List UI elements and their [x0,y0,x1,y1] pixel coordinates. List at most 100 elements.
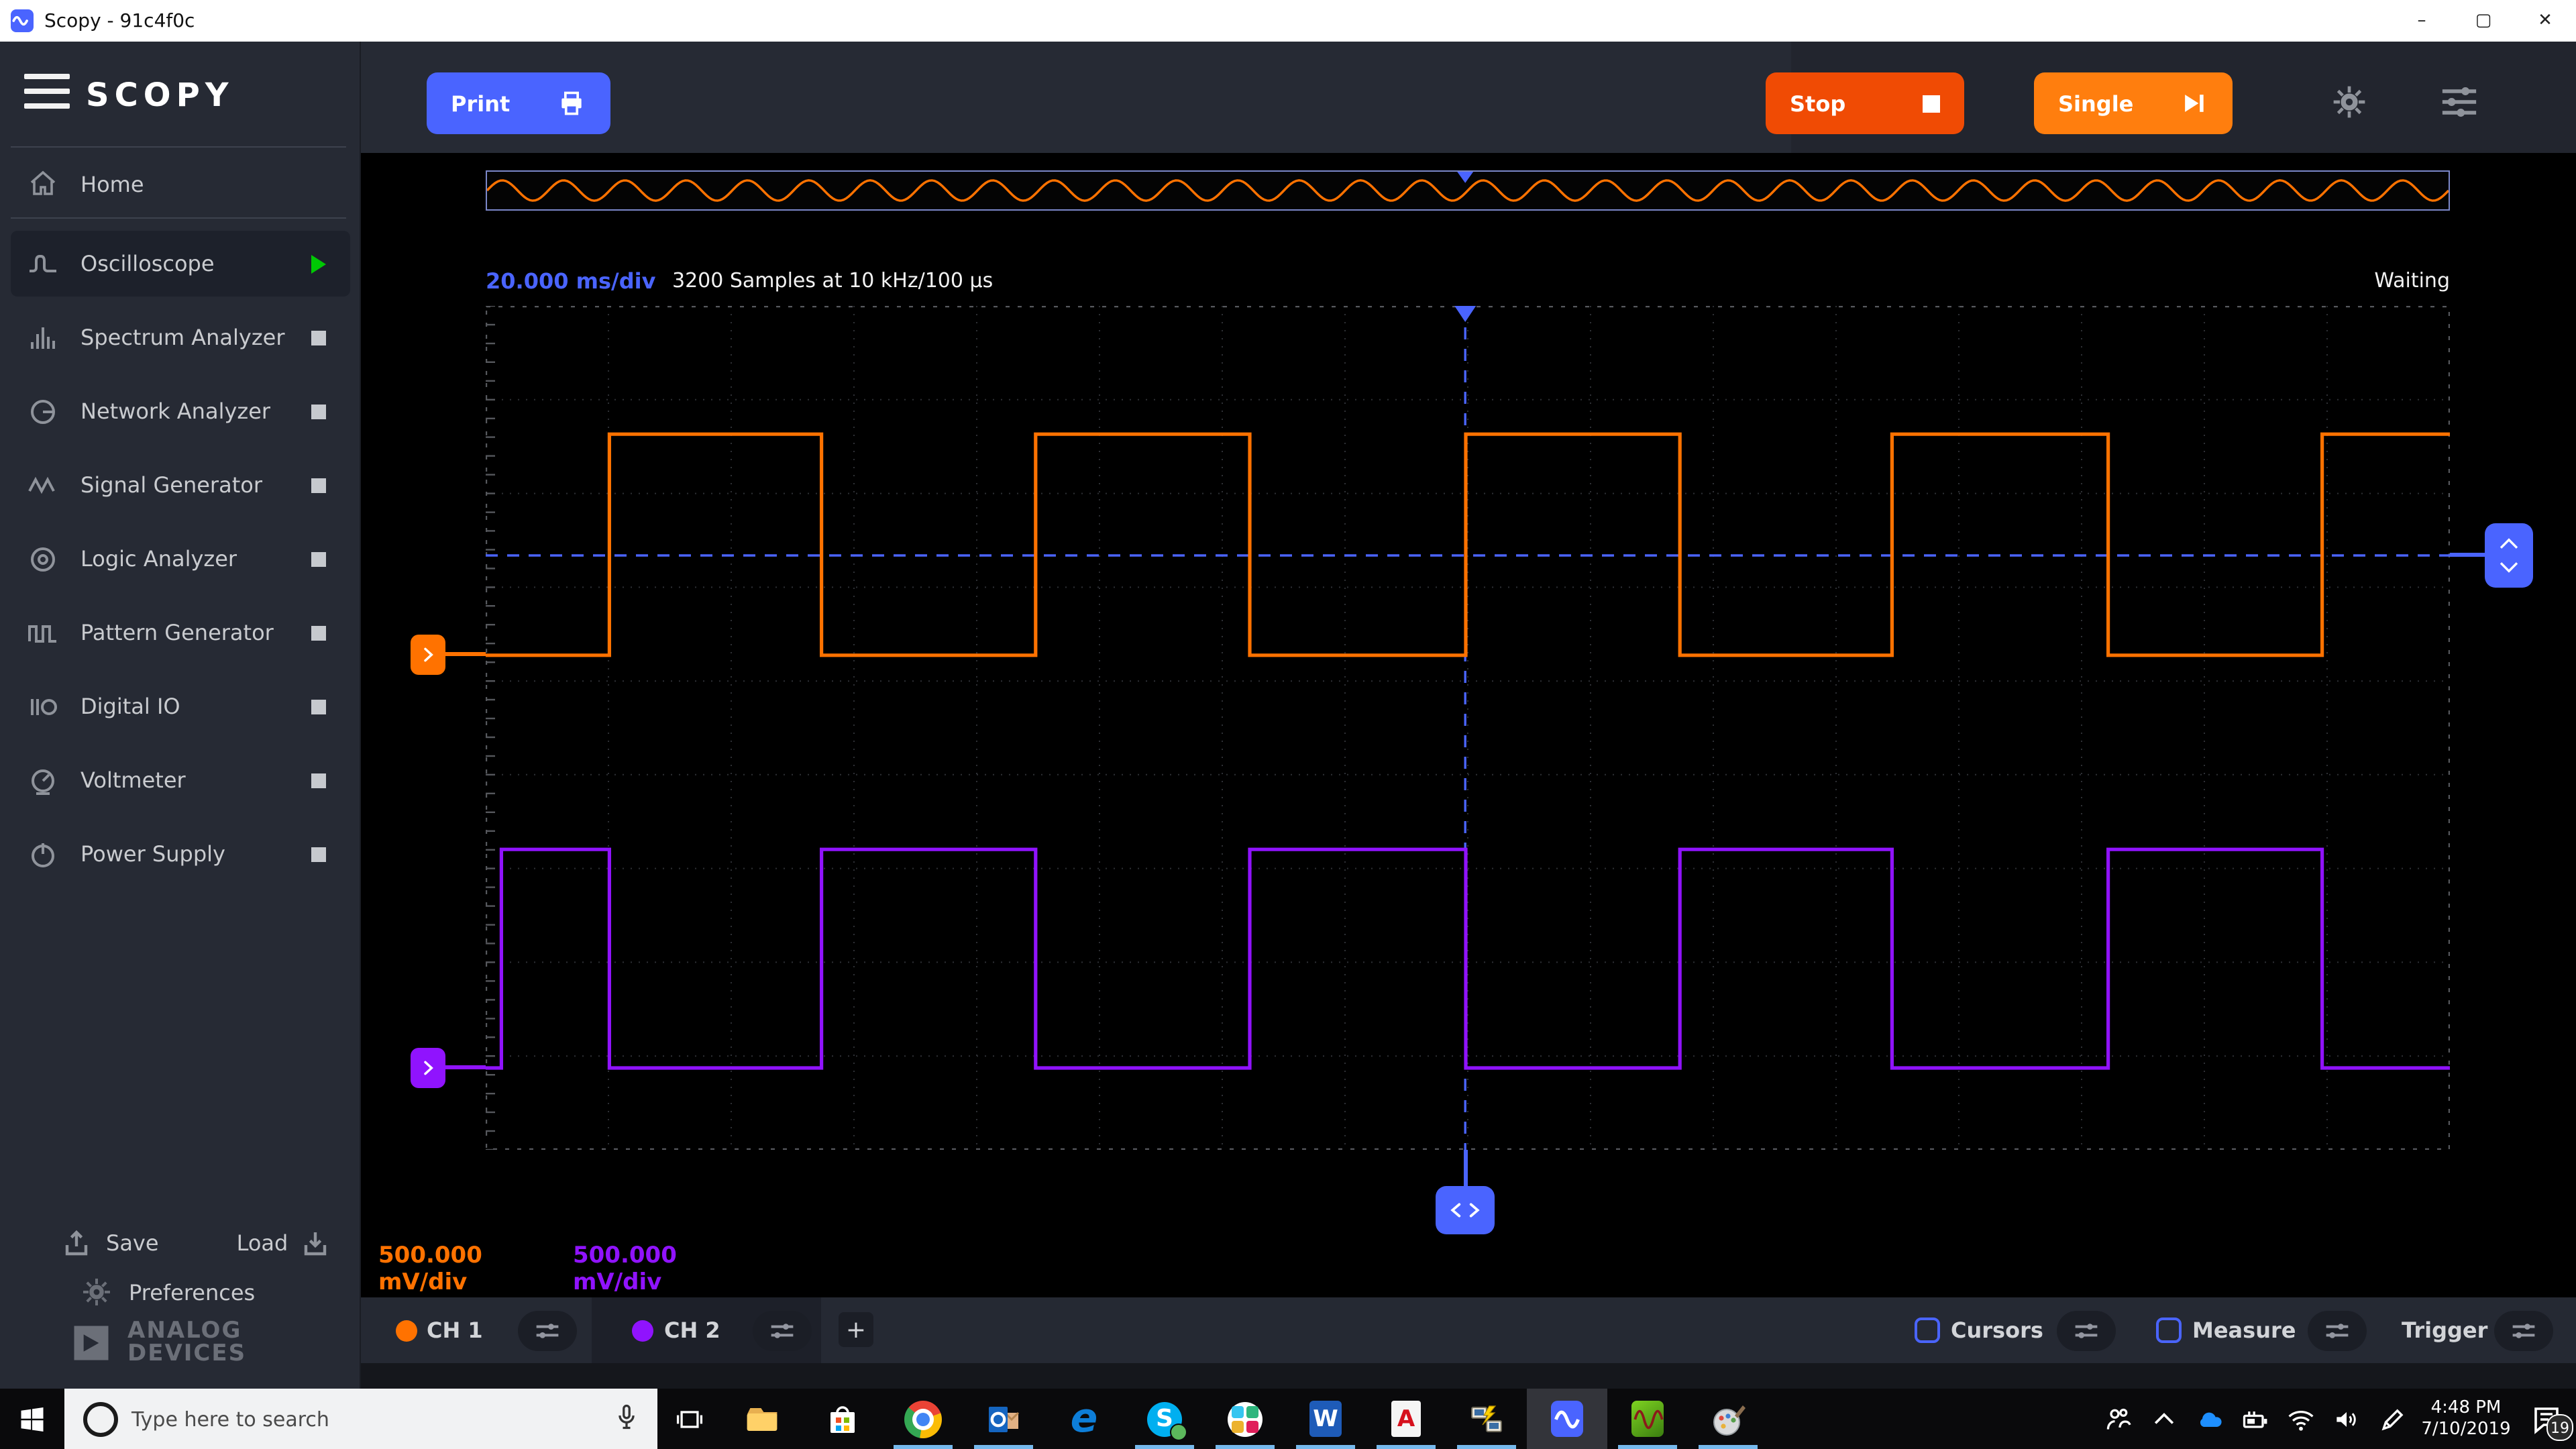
general-settings-sliders-icon[interactable] [2438,83,2481,121]
print-button[interactable]: Print [427,72,610,134]
trigger-level-line-stub [2450,553,2485,557]
taskbar-app-iio-oscilloscope[interactable] [1607,1389,1688,1449]
minimize-button[interactable]: – [2417,11,2426,31]
taskbar-app-chrome[interactable] [883,1389,963,1449]
clock-date: 7/10/2019 [2421,1419,2511,1439]
taskbar-clock[interactable]: 4:48 PM 7/10/2019 [2415,1397,2517,1440]
taskbar-app-slack[interactable] [1205,1389,1285,1449]
trigger-level-handle[interactable] [2485,523,2533,588]
show-hidden-icons-chevron[interactable] [2141,1389,2187,1449]
stop-indicator[interactable] [311,773,326,788]
ch2-scale-label[interactable]: 500.000 mV/div [573,1242,677,1296]
measure-label: Measure [2192,1318,2296,1343]
measure-checkbox[interactable] [2156,1297,2182,1363]
taskbar-app-terminal-link[interactable] [1446,1389,1527,1449]
taskbar-app-file-explorer[interactable] [722,1389,802,1449]
sidebar-item-power-supply[interactable]: Power Supply [11,821,350,887]
taskbar-app-skype[interactable]: S [1124,1389,1205,1449]
volume-icon[interactable] [2324,1389,2369,1449]
trigger-settings-pill[interactable] [2494,1297,2553,1363]
sidebar-item-oscilloscope[interactable]: Oscilloscope [11,231,350,297]
network-icon [27,395,59,427]
taskbar-app-edge[interactable]: e [1044,1389,1124,1449]
acrobat-icon: A [1391,1401,1421,1437]
stop-indicator[interactable] [311,551,326,566]
stop-indicator[interactable] [311,699,326,714]
stop-indicator[interactable] [311,330,326,345]
cursors-settings-pill[interactable] [2057,1297,2116,1363]
taskbar-app-scopy[interactable] [1527,1389,1607,1449]
sidebar-item-voltmeter[interactable]: Voltmeter [11,747,350,813]
start-button[interactable] [0,1389,64,1449]
microphone-icon[interactable] [612,1401,641,1436]
sliders-icon [769,1320,796,1341]
ch2-settings-pill[interactable] [753,1297,812,1363]
measure-settings-pill[interactable] [2308,1297,2367,1363]
taskbar-app-paint[interactable] [1688,1389,1768,1449]
cursors-checkbox[interactable] [1915,1297,1940,1363]
action-center-button[interactable]: 19 [2517,1389,2576,1449]
plot-area: 20.000 ms/div 3200 Samples at 10 kHz/100… [361,153,2576,1297]
sidebar-item-signal-generator[interactable]: Signal Generator [11,452,350,518]
people-icon[interactable] [2096,1389,2141,1449]
menu-hamburger-icon[interactable] [24,74,70,109]
stop-indicator[interactable] [311,404,326,419]
preferences-row[interactable]: Preferences [0,1273,361,1311]
stop-indicator[interactable] [311,847,326,861]
single-button[interactable]: Single [2034,72,2233,134]
ch1-label: CH 1 [427,1318,483,1343]
stop-indicator[interactable] [311,478,326,492]
stop-indicator[interactable] [311,625,326,640]
ch1-settings-pill[interactable] [518,1297,577,1363]
taskbar-app-outlook[interactable] [963,1389,1044,1449]
sidebar-item-network-analyzer[interactable]: Network Analyzer [11,378,350,444]
oscilloscope-plot[interactable] [486,306,2450,1150]
ch2-toggle[interactable]: CH 2 [664,1297,720,1363]
maximize-button[interactable]: ▢ [2475,11,2492,31]
sliders-icon [2324,1320,2351,1341]
windows-ink-pen-icon[interactable] [2369,1389,2415,1449]
load-button[interactable]: Load [236,1230,288,1255]
wifi-icon[interactable] [2278,1389,2324,1449]
trigger-time-handle[interactable] [1436,1186,1495,1234]
sidebar-item-home[interactable]: Home [0,154,361,213]
taskbar-app-word[interactable]: W [1285,1389,1366,1449]
stop-button[interactable]: Stop [1766,72,1964,134]
analog-devices-logo: ANALOG DEVICES [0,1316,361,1370]
sample-info-label: 3200 Samples at 10 kHz/100 µs [672,268,994,292]
sidebar-item-digital-io[interactable]: Digital IO [11,674,350,739]
settings-gear-icon[interactable] [2330,83,2368,121]
save-load-row: Save Load [0,1222,361,1263]
battery-icon[interactable] [2233,1389,2278,1449]
ch2-offset-handle[interactable] [411,1048,445,1088]
window-titlebar[interactable]: Scopy - 91c4f0c – ▢ ✕ [0,0,2576,42]
ch1-offset-line [445,652,486,656]
task-view-button[interactable] [657,1389,722,1449]
onedrive-cloud-icon[interactable] [2187,1389,2233,1449]
save-button[interactable]: Save [106,1230,159,1255]
taskbar-app-acrobat[interactable]: A [1366,1389,1446,1449]
trigger-menu[interactable]: Trigger [2402,1297,2487,1363]
sidebar-item-spectrum-analyzer[interactable]: Spectrum Analyzer [11,305,350,370]
sidebar-item-pattern-generator[interactable]: Pattern Generator [11,600,350,665]
cursors-label: Cursors [1951,1318,2043,1343]
logic-icon [27,543,59,575]
taskbar-search[interactable]: Type here to search [64,1389,657,1449]
ch1-toggle[interactable]: CH 1 [427,1297,483,1363]
save-upload-icon[interactable] [60,1228,93,1257]
sidebar-item-logic-analyzer[interactable]: Logic Analyzer [11,526,350,592]
chevron-right-icon [417,644,439,665]
waveform-preview-strip[interactable] [486,170,2450,211]
measure-toggle[interactable]: Measure [2192,1297,2296,1363]
close-button[interactable]: ✕ [2538,11,2553,31]
brand-line1: ANALOG [127,1318,242,1344]
add-channel-button[interactable]: + [839,1312,873,1347]
run-indicator[interactable] [311,254,326,273]
timebase-label[interactable]: 20.000 ms/div [486,268,656,294]
load-download-icon[interactable] [299,1228,331,1257]
cursors-toggle[interactable]: Cursors [1951,1297,2043,1363]
ch1-scale-label[interactable]: 500.000 mV/div [378,1242,482,1296]
ch1-offset-handle[interactable] [411,635,445,675]
taskbar-app-microsoft-store[interactable] [802,1389,883,1449]
